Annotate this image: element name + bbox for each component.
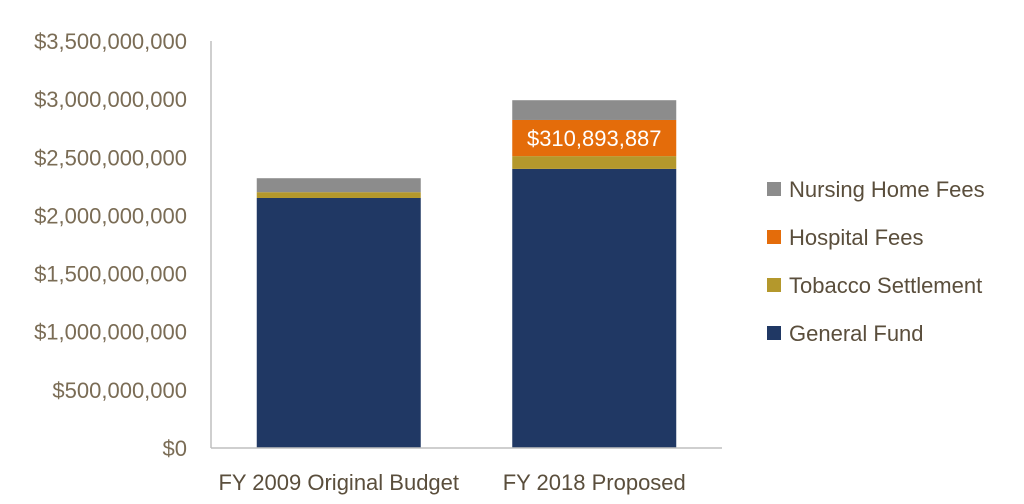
y-tick-label: $2,000,000,000 — [34, 203, 187, 228]
x-axis-labels: FY 2009 Original Budget FY 2018 Proposed — [218, 470, 685, 495]
legend-label: General Fund — [789, 321, 924, 346]
legend: Nursing Home Fees Hospital Fees Tobacco Se… — [767, 177, 985, 346]
bar-segment-nursing-home-fees — [512, 100, 677, 120]
data-labels: $310,893,887 — [527, 126, 662, 151]
legend-swatch — [767, 230, 781, 244]
axes — [210, 41, 722, 449]
y-tick-label: $0 — [163, 436, 187, 461]
x-category-label: FY 2009 Original Budget — [218, 470, 459, 495]
legend-label: Nursing Home Fees — [789, 177, 985, 202]
y-axis-ticks: $0 $500,000,000 $1,000,000,000 $1,500,000,0… — [34, 29, 187, 461]
data-label: $310,893,887 — [527, 126, 662, 151]
bar-segment-general-fund — [256, 197, 421, 448]
bar-segment-tobacco-settlement — [256, 192, 421, 198]
bar-segment-nursing-home-fees — [256, 178, 421, 193]
bars — [256, 100, 677, 448]
y-tick-label: $2,500,000,000 — [34, 145, 187, 170]
y-tick-label: $1,000,000,000 — [34, 320, 187, 345]
y-tick-label: $500,000,000 — [52, 378, 187, 403]
x-category-label: FY 2018 Proposed — [503, 470, 686, 495]
y-tick-label: $3,000,000,000 — [34, 87, 187, 112]
bar-segment-tobacco-settlement — [512, 156, 677, 169]
legend-swatch — [767, 326, 781, 340]
y-tick-label: $3,500,000,000 — [34, 29, 187, 54]
legend-swatch — [767, 278, 781, 292]
y-tick-label: $1,500,000,000 — [34, 262, 187, 287]
legend-swatch — [767, 182, 781, 196]
bar-segment-general-fund — [512, 168, 677, 448]
bar-segment-hospital-fees — [512, 119, 677, 157]
legend-label: Hospital Fees — [789, 225, 924, 250]
legend-label: Tobacco Settlement — [789, 273, 982, 298]
